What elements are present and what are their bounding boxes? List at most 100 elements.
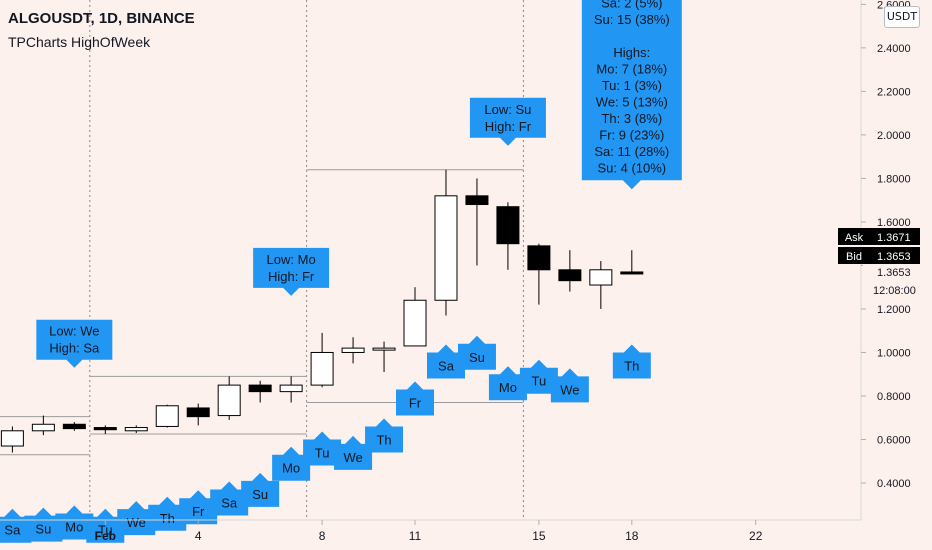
weekday-marker-text: Sa xyxy=(438,358,455,373)
week-low-text: Low: Su xyxy=(484,102,531,117)
candle xyxy=(155,404,179,428)
weekday-marker-shape xyxy=(210,481,249,516)
weekday-marker: Su xyxy=(241,472,280,507)
weekday-marker: Tu xyxy=(303,431,342,466)
weekday-marker-text: Sa xyxy=(221,496,238,511)
stats-line: Tu: 1 (3%) xyxy=(602,78,662,93)
candle-body xyxy=(527,245,551,271)
candle-body xyxy=(310,351,334,386)
weekday-marker: Th xyxy=(612,344,651,379)
weekday-marker-text: Sa xyxy=(4,523,21,538)
weekday-marker-shape xyxy=(396,381,435,416)
candle-body xyxy=(93,427,117,431)
candle-body xyxy=(496,206,520,245)
candle-body xyxy=(124,427,148,432)
weekday-marker-shape xyxy=(334,435,373,470)
weekday-marker-shape xyxy=(148,496,187,531)
week-low-text: Low: Mo xyxy=(267,252,316,267)
candle xyxy=(217,376,241,420)
price-axis[interactable]: 2.60002.40002.20002.00001.80001.60001.40… xyxy=(861,0,911,490)
candle xyxy=(403,287,427,347)
candle xyxy=(93,425,117,435)
weekday-marker-text: Tu xyxy=(532,374,547,389)
weekday-marker-text: Th xyxy=(376,432,391,447)
candle xyxy=(372,341,396,373)
weekday-marker-shape xyxy=(55,505,94,540)
x-tick-label: 4 xyxy=(195,529,202,543)
week-label: Low: Su High: Fr xyxy=(469,97,546,146)
weekday-marker-text: Mo xyxy=(499,380,517,395)
stats-line: Th: 3 (8%) xyxy=(601,111,662,126)
weekday-marker-text: Su xyxy=(469,350,485,365)
candle-body xyxy=(620,271,644,275)
stats-line: Sa: 11 (28%) xyxy=(594,144,669,159)
weekday-marker: Tu xyxy=(519,359,558,394)
x-tick-label: 15 xyxy=(532,529,546,543)
candle xyxy=(31,415,55,436)
weekday-marker-text: Fr xyxy=(192,504,205,519)
candle xyxy=(558,250,582,292)
weekday-marker: Th xyxy=(365,418,404,453)
last-price-label: 1.3653 12:08:00 xyxy=(863,264,919,298)
ask-label: Ask xyxy=(845,232,864,244)
weekday-marker: Fr xyxy=(396,381,435,416)
ask-value: 1.3671 xyxy=(877,232,911,244)
stats-line: Mo: 7 (18%) xyxy=(596,61,667,76)
weekday-marker-shape xyxy=(24,507,63,542)
bid-label: Bid xyxy=(846,251,862,263)
weekday-marker-text: We xyxy=(127,515,146,530)
weekday-marker-text: We xyxy=(343,450,362,465)
weekday-marker: Mo xyxy=(488,366,527,401)
weekday-marker-shape xyxy=(612,344,651,379)
weekday-marker-text: Th xyxy=(624,358,639,373)
candle-body xyxy=(0,430,24,447)
weekday-marker-shape xyxy=(426,344,465,379)
y-tick-label: 2.4000 xyxy=(877,43,911,55)
stats-box-shape xyxy=(581,0,682,190)
week-high-low-labels: Low: We High: Sa Low: Mo High: Fr Low: Su Hig… xyxy=(36,97,546,368)
bid-value: 1.3653 xyxy=(877,251,911,263)
weekday-markers: Sa Su Mo Tu We Th Fr Sa Su Mo Tu We Th Fr Sa Su Mo Tu We Th xyxy=(0,335,651,543)
candle xyxy=(0,426,24,453)
weekday-marker-text: Tu xyxy=(98,523,113,538)
candle-body xyxy=(465,195,489,206)
weekday-marker-shape xyxy=(179,490,218,525)
week-label: Low: Mo High: Fr xyxy=(253,247,330,296)
weekday-marker-shape xyxy=(365,418,404,453)
x-tick-label: 11 xyxy=(409,529,422,543)
candle-body xyxy=(186,407,210,418)
candle-body xyxy=(589,269,613,286)
y-tick-label: 2.2000 xyxy=(877,86,911,98)
week-label: Low: We High: Sa xyxy=(36,319,113,368)
weekday-marker: We xyxy=(334,435,373,470)
candle xyxy=(310,332,334,388)
weekday-marker-shape xyxy=(550,368,589,403)
weekday-marker-shape xyxy=(519,359,558,394)
weekday-marker: Tu xyxy=(86,508,125,543)
indicator-name[interactable]: TPCharts HighOfWeek xyxy=(8,34,151,50)
weekday-marker-text: Mo xyxy=(65,519,83,534)
y-tick-label: 0.6000 xyxy=(877,434,911,446)
bar-countdown: 12:08:00 xyxy=(873,285,916,297)
stats-line: Sa: 2 (5%) xyxy=(601,0,662,10)
candle xyxy=(589,261,613,309)
weekday-marker: Sa xyxy=(0,508,32,543)
currency-button[interactable]: USDT xyxy=(884,6,920,28)
weekday-marker-text: Tu xyxy=(315,445,330,460)
last-price: 1.3653 xyxy=(877,267,911,279)
candle xyxy=(279,376,303,403)
time-axis[interactable]: Feb 4 8 11 15 18 22 xyxy=(95,520,763,543)
candle xyxy=(465,178,489,266)
weekly-range-lines xyxy=(0,169,524,456)
y-tick-label: 1.6000 xyxy=(877,217,911,229)
candle xyxy=(62,422,86,431)
x-tick-label: 8 xyxy=(319,529,326,543)
weekday-marker: Su xyxy=(457,335,496,370)
weekday-marker-shape xyxy=(457,335,496,370)
weekday-marker: Su xyxy=(24,507,63,542)
symbol-title: ALGOUSDT, 1D, BINANCE xyxy=(8,10,195,27)
stats-line: Su: 15 (38%) xyxy=(594,12,670,27)
y-tick-label: 1.2000 xyxy=(877,304,911,316)
